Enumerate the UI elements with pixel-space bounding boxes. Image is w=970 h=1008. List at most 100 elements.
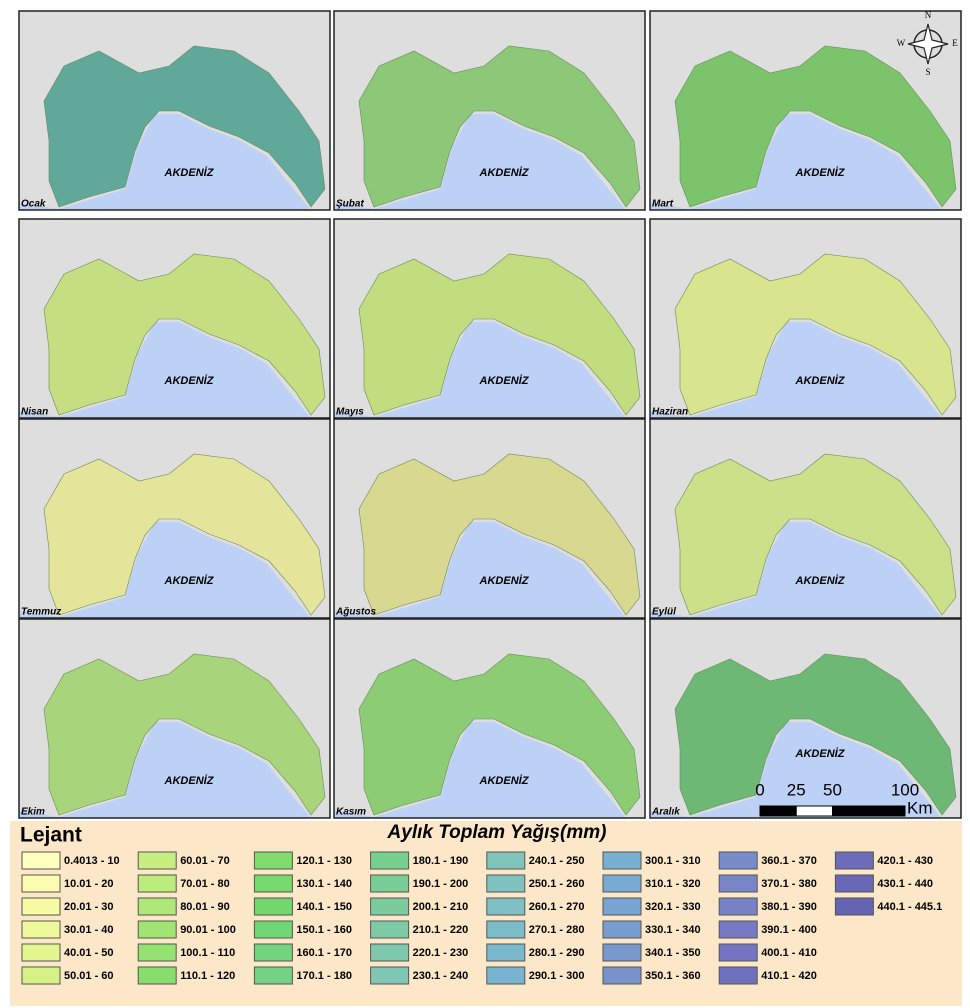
legend-swatch bbox=[254, 898, 292, 915]
legend-swatch bbox=[835, 898, 873, 915]
legend-title: Lejant bbox=[20, 824, 82, 847]
legend-swatch bbox=[719, 921, 757, 938]
legend-swatch bbox=[371, 852, 409, 869]
map-panel: AKDENİZ Haziran bbox=[650, 219, 961, 418]
scale-unit: Km bbox=[907, 798, 933, 817]
legend-label: 360.1 - 370 bbox=[761, 855, 817, 867]
legend-swatch bbox=[22, 852, 60, 869]
sea-label: AKDENİZ bbox=[479, 374, 530, 387]
legend-label: 200.1 - 210 bbox=[413, 901, 469, 913]
month-label: Mayıs bbox=[336, 407, 364, 418]
legend-swatch bbox=[487, 875, 525, 892]
legend-label: 140.1 - 150 bbox=[296, 901, 352, 913]
legend-swatch bbox=[719, 898, 757, 915]
legend-swatch bbox=[719, 944, 757, 961]
legend-label: 300.1 - 310 bbox=[645, 855, 701, 867]
legend-swatch bbox=[603, 852, 641, 869]
legend-label: 90.01 - 100 bbox=[180, 924, 236, 936]
legend-label: 160.1 - 170 bbox=[296, 947, 352, 959]
legend-label: 230.1 - 240 bbox=[413, 970, 469, 982]
scale-bar-segment bbox=[760, 806, 796, 816]
legend-swatch bbox=[22, 875, 60, 892]
scale-tick-label: 0 bbox=[755, 780, 764, 799]
legend-swatch bbox=[719, 967, 757, 984]
legend-swatch bbox=[138, 944, 176, 961]
legend-label: 40.01 - 50 bbox=[64, 947, 114, 959]
legend-label: 340.1 - 350 bbox=[645, 947, 701, 959]
sea-label: AKDENİZ bbox=[164, 774, 215, 787]
legend-swatch bbox=[371, 898, 409, 915]
legend-swatch bbox=[138, 967, 176, 984]
legend-label: 190.1 - 200 bbox=[413, 878, 469, 890]
sea-label: AKDENİZ bbox=[164, 574, 215, 587]
scale-bar-inner bbox=[797, 809, 831, 813]
legend-label: 400.1 - 410 bbox=[761, 947, 817, 959]
legend-swatch bbox=[719, 852, 757, 869]
compass-letter: W bbox=[897, 38, 906, 48]
legend-label: 60.01 - 70 bbox=[180, 855, 230, 867]
sea-label: AKDENİZ bbox=[795, 374, 846, 387]
legend-swatch bbox=[603, 898, 641, 915]
legend-label: 420.1 - 430 bbox=[877, 855, 933, 867]
legend-swatch bbox=[603, 921, 641, 938]
legend-swatch bbox=[371, 944, 409, 961]
legend-label: 380.1 - 390 bbox=[761, 901, 817, 913]
month-label: Nisan bbox=[21, 407, 48, 418]
legend-label: 250.1 - 260 bbox=[529, 878, 585, 890]
map-panel: AKDENİZ Ekim bbox=[19, 619, 330, 818]
sea-label: AKDENİZ bbox=[479, 574, 530, 587]
legend-swatch bbox=[22, 921, 60, 938]
scale-tick-label: 50 bbox=[823, 780, 842, 799]
legend-label: 30.01 - 40 bbox=[64, 924, 114, 936]
legend-label: 310.1 - 320 bbox=[645, 878, 701, 890]
legend-label: 440.1 - 445.1 bbox=[877, 901, 942, 913]
map-panel: AKDENİZEylül bbox=[650, 419, 961, 618]
legend-swatch bbox=[138, 921, 176, 938]
legend-swatch bbox=[254, 967, 292, 984]
legend-label: 150.1 - 160 bbox=[296, 924, 352, 936]
legend-label: 0.4013 - 10 bbox=[64, 855, 120, 867]
legend-label: 430.1 - 440 bbox=[877, 878, 933, 890]
month-label: Haziran bbox=[652, 407, 688, 418]
legend-swatch bbox=[371, 921, 409, 938]
sea-label: AKDENİZ bbox=[164, 166, 215, 179]
scale-tick-label: 100 bbox=[891, 780, 919, 799]
legend-label: 20.01 - 30 bbox=[64, 901, 114, 913]
legend-label: 130.1 - 140 bbox=[296, 878, 352, 890]
legend-label: 100.1 - 110 bbox=[180, 947, 235, 959]
month-label: Kasım bbox=[336, 807, 366, 818]
legend-swatch bbox=[719, 875, 757, 892]
legend-label: 370.1 - 380 bbox=[761, 878, 817, 890]
legend-swatch bbox=[603, 875, 641, 892]
map-panel: AKDENİZ Mayıs bbox=[334, 219, 645, 418]
legend-label: 410.1 - 420 bbox=[761, 970, 817, 982]
legend-swatch bbox=[22, 944, 60, 961]
legend-label: 280.1 - 290 bbox=[529, 947, 585, 959]
legend-label: 50.01 - 60 bbox=[64, 970, 114, 982]
legend-label: 210.1 - 220 bbox=[413, 924, 469, 936]
compass-letter: E bbox=[952, 38, 958, 48]
legend-swatch bbox=[254, 944, 292, 961]
sea-label: AKDENİZ bbox=[479, 774, 530, 787]
legend-label: 180.1 - 190 bbox=[413, 855, 469, 867]
legend-subtitle: Aylık Toplam Yağış(mm) bbox=[387, 822, 607, 843]
legend-label: 330.1 - 340 bbox=[645, 924, 701, 936]
legend-swatch bbox=[835, 852, 873, 869]
legend-label: 170.1 - 180 bbox=[296, 970, 352, 982]
legend-swatch bbox=[254, 875, 292, 892]
sea-label: AKDENİZ bbox=[479, 166, 530, 179]
map-panel: AKDENİZ Nisan bbox=[19, 219, 330, 418]
legend-swatch bbox=[603, 967, 641, 984]
legend-label: 10.01 - 20 bbox=[64, 878, 114, 890]
sea-label: AKDENİZ bbox=[164, 374, 215, 387]
map-panel: AKDENİZ Şubat bbox=[334, 11, 645, 210]
month-label: Ekim bbox=[21, 807, 45, 818]
legend-label: 270.1 - 280 bbox=[529, 924, 585, 936]
legend-label: 110.1 - 120 bbox=[180, 970, 235, 982]
legend-swatch bbox=[138, 852, 176, 869]
legend-swatch bbox=[371, 875, 409, 892]
legend-label: 390.1 - 400 bbox=[761, 924, 817, 936]
month-label: Şubat bbox=[336, 199, 364, 210]
legend-swatch bbox=[138, 875, 176, 892]
